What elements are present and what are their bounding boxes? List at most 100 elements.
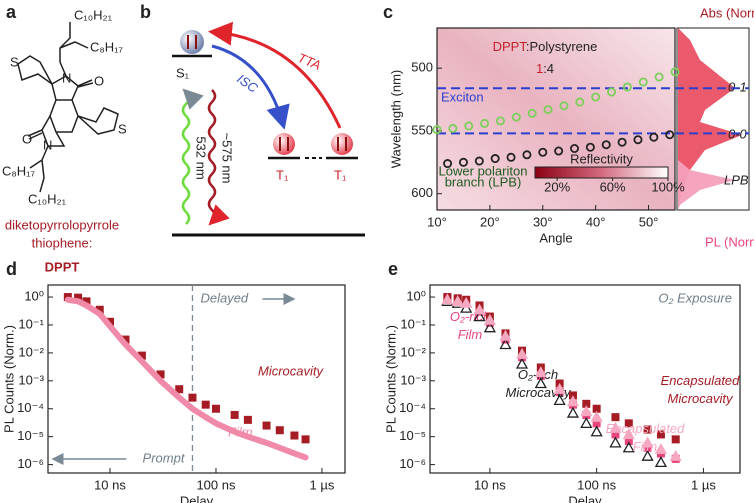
data-point	[474, 156, 484, 166]
ratio-part: 1	[536, 61, 543, 76]
data-point	[495, 116, 505, 126]
y-tick-label: 10⁻⁶	[17, 456, 44, 471]
panel-label: a	[6, 2, 17, 22]
data-point	[611, 413, 620, 422]
colorbar-tick-label: 100%	[651, 179, 685, 194]
legend-label: Film	[228, 424, 253, 439]
plot-frame	[436, 27, 676, 211]
data-point	[443, 159, 453, 169]
wavelength-label: ~575 nm	[220, 133, 235, 184]
x-axis-label: Angle	[539, 230, 572, 245]
data-point	[566, 395, 580, 407]
data-point	[609, 436, 622, 448]
annotation: branch (LPB)	[445, 174, 522, 189]
data-point	[522, 150, 532, 160]
data-point	[638, 77, 648, 87]
data-point	[622, 428, 635, 440]
data-point	[262, 421, 271, 430]
y-tick-label: 10⁻¹	[18, 316, 44, 331]
data-point	[506, 152, 516, 162]
x-axis-label: Delay	[568, 493, 602, 503]
x-tick-label: 1 µs	[691, 477, 716, 492]
chain-label: C₁₀H₂₁	[28, 191, 67, 206]
panel-label: e	[388, 259, 398, 279]
x-tick-label: 10°	[427, 214, 447, 229]
data-point	[591, 92, 601, 102]
data-point	[137, 351, 146, 360]
legend-label: Microcavity	[258, 363, 325, 378]
data-point	[590, 410, 603, 422]
data-point	[582, 399, 591, 408]
title-part: DPPT	[493, 39, 528, 54]
data-point	[156, 370, 165, 379]
data-point	[611, 430, 620, 439]
data-point	[609, 421, 622, 433]
data-point	[95, 305, 104, 314]
data-point	[601, 140, 611, 150]
data-point	[622, 82, 632, 92]
colorbar-tick-label: 20%	[544, 179, 570, 194]
data-point	[499, 338, 512, 350]
atom: S	[118, 121, 127, 136]
x-tick-label: 1 µs	[310, 477, 335, 492]
y-tick-label: 10⁻²	[400, 344, 426, 359]
state-label: T₁	[276, 167, 289, 182]
annotation: Prompt	[143, 450, 186, 465]
data-point	[641, 449, 654, 461]
y-tick-label: 10⁻¹	[400, 316, 426, 331]
side-label: PL (Norm.)	[705, 234, 754, 249]
atom: O	[94, 73, 104, 88]
y-tick-label: 550	[411, 122, 433, 137]
data-point	[643, 443, 652, 452]
data-point	[585, 142, 595, 152]
data-point	[643, 425, 652, 434]
data-point	[201, 400, 210, 409]
annotation: Lower polariton	[439, 163, 528, 178]
data-point	[301, 435, 310, 444]
x-tick-label: 100 ns	[196, 477, 236, 492]
colorbar-tick-label: 60%	[600, 179, 626, 194]
data-point	[451, 295, 464, 307]
y-tick-label: 10⁻³	[18, 372, 44, 387]
title-part: :Polystyrene	[526, 39, 598, 54]
data-point	[592, 404, 601, 413]
panel-label: b	[140, 2, 151, 22]
y-tick-label: 500	[411, 60, 433, 75]
state-label: T₁	[334, 167, 347, 182]
legend-label: Encapsulated Film	[606, 421, 686, 454]
molecule-abbreviation: DPPT	[45, 259, 80, 274]
data-point	[515, 347, 529, 359]
data-point	[527, 108, 537, 118]
atom: N	[43, 137, 52, 152]
panel-label: d	[6, 259, 17, 279]
legend-label: Encapsulated Microcavity	[661, 373, 741, 406]
peak-label: LPB	[724, 172, 749, 187]
data-point	[448, 123, 458, 133]
data-point	[654, 72, 664, 82]
reference-label: Exciton	[441, 90, 484, 105]
chain-label: C₈H₁₇	[2, 163, 36, 178]
y-tick-label: 10⁻⁴	[17, 400, 44, 415]
side-label: Abs (Norm.)	[700, 5, 754, 20]
y-tick-label: 10⁰	[406, 288, 426, 303]
state-label: S₁	[176, 65, 190, 80]
x-tick-label: 100 ns	[577, 477, 617, 492]
data-point	[243, 415, 252, 424]
data-point	[592, 419, 601, 428]
data-point	[649, 132, 659, 142]
data-point	[74, 293, 83, 302]
data-point	[230, 410, 239, 419]
ratio-part: :4	[543, 61, 554, 76]
data-point	[624, 436, 633, 445]
data-point	[211, 404, 220, 413]
y-tick-label: 10⁻²	[18, 344, 44, 359]
data-point	[554, 146, 564, 156]
data-point	[464, 121, 474, 131]
data-point	[490, 154, 500, 164]
y-tick-label: 10⁻⁵	[17, 428, 44, 443]
plot-frame	[47, 284, 346, 474]
x-tick-label: 30°	[533, 214, 553, 229]
y-tick-label: 10⁻⁶	[399, 456, 426, 471]
y-tick-label: 10⁻³	[400, 372, 426, 387]
annotation: O₂ Exposure	[658, 290, 732, 305]
